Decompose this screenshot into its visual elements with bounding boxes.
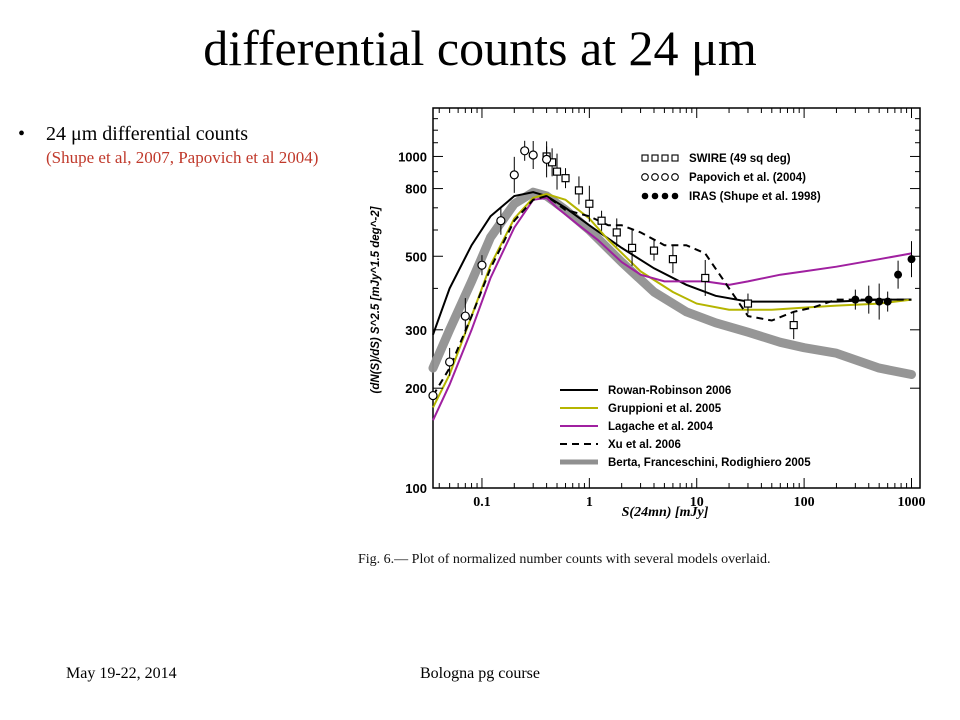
legend-marker: [641, 154, 649, 162]
x-tick-label: 1000: [897, 495, 925, 510]
series-5-point: [574, 186, 584, 195]
series-5-point: [627, 243, 637, 252]
legend-marker: [671, 154, 679, 162]
series-5-point: [612, 228, 621, 237]
series-5-point: [789, 320, 798, 330]
x-axis-label: S(24mn) [mJy]: [622, 505, 709, 520]
legend-label: Berta, Franceschini, Rodighiero 2005: [608, 457, 811, 469]
y-tick-label: 300: [405, 323, 427, 338]
series-7-point: [883, 297, 892, 306]
bullet-text: 24 μm differential counts: [46, 123, 248, 145]
series-6-point: [428, 390, 438, 401]
bullet-glyph: •: [18, 123, 26, 145]
legend-marker: [661, 173, 669, 181]
tick-layer: 0.1 1 10 100 1000 100 200 300 500 800 1000: [398, 107, 925, 510]
bullet-citation: (Shupe et al, 2007, Papovich et al 2004): [46, 148, 319, 167]
legend-label: IRAS (Shupe et al. 1998): [689, 191, 821, 203]
series-7-point: [851, 295, 860, 304]
series-6-point: [460, 311, 470, 321]
y-tick-label: 200: [405, 381, 427, 396]
x-tick-label: 0.1: [473, 495, 491, 510]
series-5-point: [552, 167, 562, 176]
series-6-point: [528, 150, 538, 160]
y-tick-label: 800: [405, 182, 427, 197]
legend-label: Lagache et al. 2004: [608, 421, 713, 433]
footer-course: Bologna pg course: [420, 665, 540, 682]
plot-frame: [432, 107, 921, 489]
legend-marker: [661, 154, 669, 162]
series-2-line: [432, 196, 912, 421]
series-1-line: [432, 193, 912, 408]
series-5-point: [649, 246, 659, 255]
series-7-point: [907, 255, 916, 264]
series-6-point: [542, 154, 552, 164]
y-axis-label: (dN(S)/dS) S^2.5 [mJy^1.5 deg^-2]: [370, 205, 382, 393]
legend-marker: [661, 192, 669, 200]
legend-marker: [641, 173, 649, 181]
series-6-point: [520, 146, 530, 156]
legend-marker: [651, 173, 659, 181]
bullet-line: • 24 μm differential counts: [18, 122, 338, 146]
figure-caption: Fig. 6.— Plot of normalized number count…: [358, 552, 771, 567]
series-3-line: [432, 194, 912, 397]
legend-marker: [651, 154, 659, 162]
series-7-point: [864, 295, 873, 304]
legend-label: Papovich et al. (2004): [689, 172, 806, 184]
series-7-point: [875, 297, 884, 306]
legend-label: Xu et al. 2006: [608, 439, 681, 451]
x-tick-label: 1: [586, 495, 593, 510]
series-6-point: [509, 170, 519, 180]
legend-label: SWIRE (49 sq deg): [689, 153, 791, 165]
x-tick-label: 100: [794, 495, 815, 510]
data-point-layer: [428, 140, 916, 406]
footer-date: May 19-22, 2014: [66, 665, 177, 682]
plot-border: [432, 107, 921, 489]
legend-label: Gruppioni et al. 2005: [608, 403, 722, 415]
legend-marker: [651, 192, 659, 200]
series-6-point: [477, 260, 487, 270]
series-5-point: [561, 174, 570, 183]
legend-label: Rowan-Robinson 2006: [608, 385, 731, 397]
y-tick-label: 1000: [398, 149, 427, 164]
slide-title: differential counts at 24 μm: [203, 20, 757, 76]
number-counts-chart: 0.1 1 10 100 1000 100 200 300 500 800 1000 SWIRE (…: [370, 107, 925, 520]
legend-marker: [671, 192, 679, 200]
bullet-block: • 24 μm differential counts (Shupe et al,…: [18, 122, 338, 170]
legend-layer: SWIRE (49 sq deg) Papovich et al. (2004) I…: [560, 153, 821, 469]
series-5-point: [668, 255, 678, 264]
series-5-point: [743, 299, 753, 308]
y-tick-label: 100: [405, 481, 427, 496]
series-5-point: [701, 273, 710, 283]
series-6-point: [445, 357, 455, 367]
x-tick-label: 10: [690, 495, 704, 510]
legend-marker: [671, 173, 679, 181]
series-7-point: [894, 270, 903, 279]
series-5-point: [585, 199, 594, 208]
series-0-line: [432, 191, 912, 336]
series-6-point: [496, 216, 506, 226]
y-tick-label: 500: [405, 249, 427, 264]
series-5-point: [597, 216, 606, 225]
model-line-layer: [432, 191, 912, 421]
legend-marker: [641, 192, 649, 200]
